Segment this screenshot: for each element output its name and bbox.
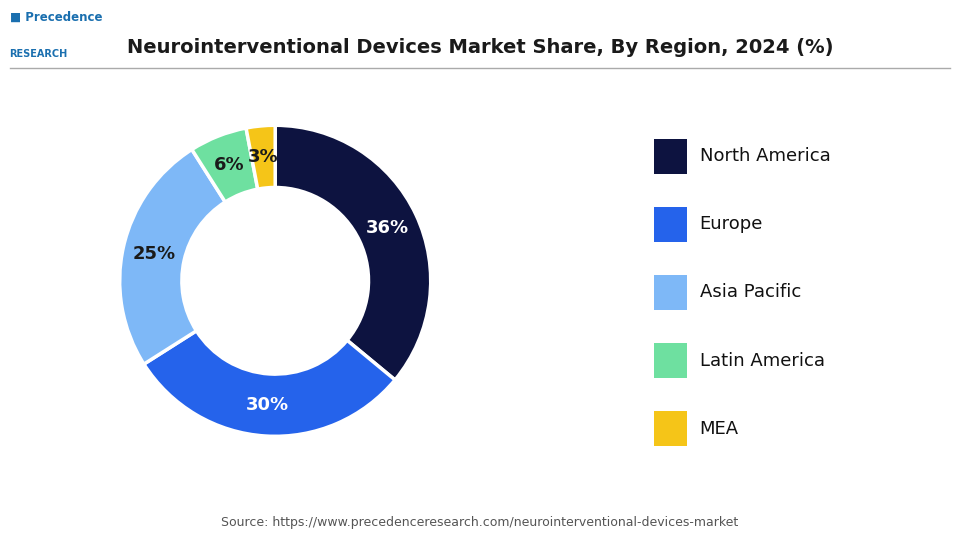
Wedge shape bbox=[144, 331, 395, 436]
Text: MEA: MEA bbox=[700, 420, 739, 437]
Bar bbox=[654, 207, 686, 242]
Bar bbox=[654, 275, 686, 310]
Wedge shape bbox=[246, 125, 276, 189]
Wedge shape bbox=[276, 125, 431, 380]
Wedge shape bbox=[192, 128, 257, 202]
Text: 3%: 3% bbox=[249, 148, 278, 166]
Text: RESEARCH: RESEARCH bbox=[10, 49, 68, 59]
Text: 6%: 6% bbox=[214, 156, 245, 174]
Text: Neurointerventional Devices Market Share, By Region, 2024 (%): Neurointerventional Devices Market Share… bbox=[127, 38, 833, 57]
Text: 30%: 30% bbox=[246, 396, 289, 414]
Text: North America: North America bbox=[700, 147, 830, 165]
Text: Asia Pacific: Asia Pacific bbox=[700, 284, 801, 301]
Bar bbox=[654, 411, 686, 446]
Text: Latin America: Latin America bbox=[700, 352, 825, 369]
Text: 25%: 25% bbox=[132, 245, 176, 262]
Text: ■ Precedence: ■ Precedence bbox=[10, 11, 102, 24]
Text: 36%: 36% bbox=[366, 219, 409, 237]
Bar bbox=[654, 139, 686, 174]
Bar bbox=[654, 343, 686, 378]
Text: Europe: Europe bbox=[700, 215, 763, 233]
Wedge shape bbox=[120, 150, 226, 364]
Text: Source: https://www.precedenceresearch.com/neurointerventional-devices-market: Source: https://www.precedenceresearch.c… bbox=[222, 516, 738, 529]
